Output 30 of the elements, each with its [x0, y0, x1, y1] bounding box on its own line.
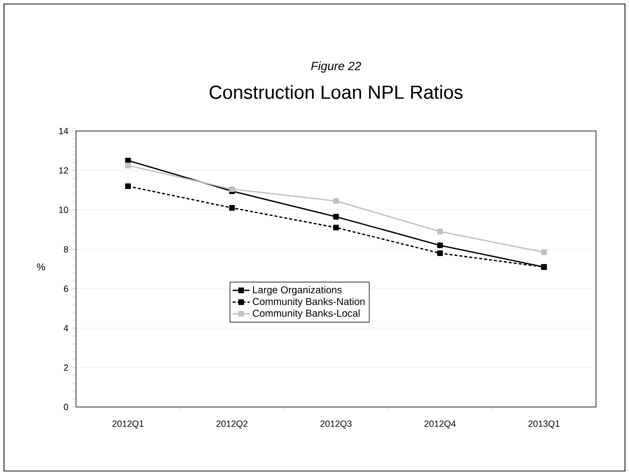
legend-label: Large Organizations: [253, 286, 342, 296]
y-tick-label: 12: [59, 167, 68, 174]
y-tick-label: 0: [64, 404, 68, 410]
point: [437, 242, 443, 248]
point: [541, 249, 547, 256]
y-tick-label: 8: [64, 246, 68, 252]
y-tick-label: 10: [59, 206, 68, 214]
caption: Figure 22: [311, 61, 362, 73]
chart-title: Construction Loan NPL Ratios: [210, 85, 463, 99]
x-tick-label: 2012Q4: [424, 420, 456, 428]
y-tick-label: 2: [64, 364, 68, 371]
point: [333, 198, 339, 204]
legend-label: Community Banks-Local: [252, 309, 360, 319]
y-tick-label: 6: [64, 286, 68, 292]
y-axis-title: %: [36, 263, 46, 270]
point: [125, 158, 131, 164]
point: [437, 250, 443, 256]
x-tick-label: 2012Q3: [320, 420, 352, 428]
point: [333, 214, 339, 220]
point: [125, 183, 131, 190]
y-tick-label: 4: [64, 325, 68, 332]
point: [333, 224, 339, 230]
y-tick-label: 14: [59, 128, 68, 134]
point: [437, 228, 443, 234]
x-tick-label: 2012Q1: [112, 420, 144, 428]
legend-label: Community Banks-Nation: [252, 298, 365, 308]
point: [125, 162, 131, 168]
x-tick-label: 2012Q2: [216, 420, 248, 428]
point: [229, 205, 235, 211]
x-tick-label: 2013Q1: [528, 420, 560, 428]
